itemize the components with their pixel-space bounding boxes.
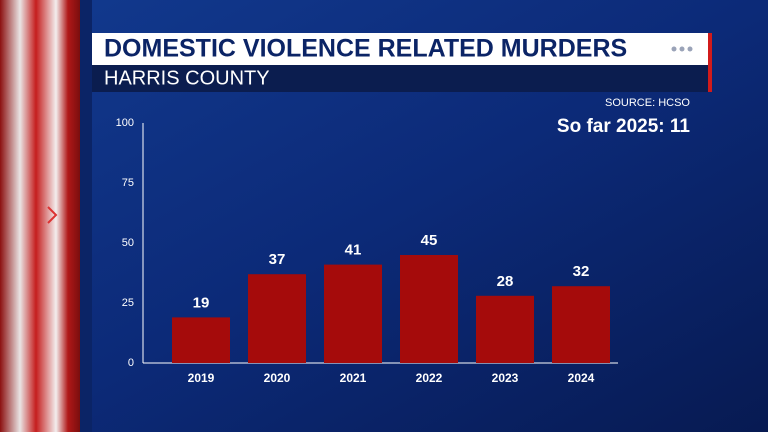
y-tick-label: 100 — [116, 117, 134, 129]
arrow-icon — [47, 206, 58, 224]
value-label: 37 — [269, 251, 286, 268]
accent-bar — [708, 33, 712, 92]
chart-title: DOMESTIC VIOLENCE RELATED MURDERS — [104, 35, 627, 63]
dots — [679, 46, 685, 52]
value-label: 45 — [421, 232, 438, 249]
subtitle-bar — [92, 65, 708, 92]
value-label: 19 — [193, 294, 210, 311]
y-tick-label: 50 — [122, 237, 134, 249]
value-label: 41 — [345, 242, 362, 259]
title-bar — [92, 33, 708, 65]
x-tick-label: 2019 — [188, 371, 215, 385]
y-tick-label: 0 — [128, 357, 134, 369]
source: SOURCE: HCSO — [605, 97, 690, 109]
bar — [324, 264, 382, 363]
bar — [400, 255, 458, 363]
dots — [687, 46, 693, 52]
y-tick-label: 25 — [122, 297, 134, 309]
bar — [552, 286, 610, 363]
left-stripes — [0, 0, 80, 432]
y-tick-label: 75 — [122, 177, 134, 189]
x-tick-label: 2022 — [416, 371, 443, 385]
value-label: 28 — [497, 273, 514, 290]
value-label: 32 — [573, 263, 590, 280]
dots — [671, 46, 677, 52]
x-tick-label: 2020 — [264, 371, 291, 385]
x-tick-label: 2023 — [492, 371, 519, 385]
annotation: So far 2025: 11 — [557, 116, 691, 137]
bar — [476, 295, 534, 363]
stripe-edge — [80, 0, 92, 432]
x-tick-label: 2024 — [568, 371, 595, 385]
bar — [172, 317, 230, 363]
x-tick-label: 2021 — [340, 371, 367, 385]
bar — [248, 274, 306, 363]
chart-subtitle: HARRIS COUNTY — [104, 67, 270, 89]
